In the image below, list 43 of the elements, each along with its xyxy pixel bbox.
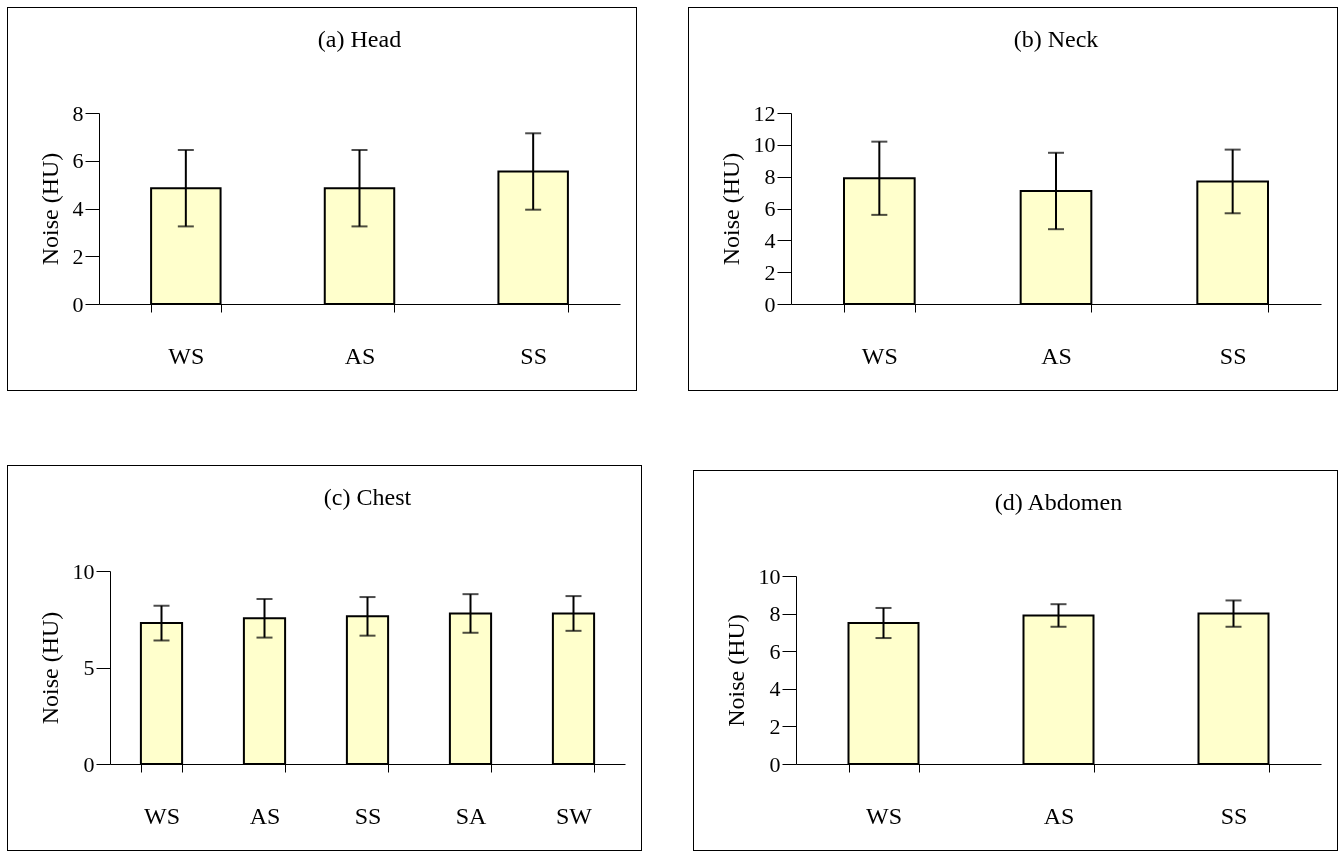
y-axis-title: Noise (HU) — [36, 611, 63, 725]
x-tick-label: SS — [354, 802, 382, 829]
x-tick-label: WS — [861, 342, 898, 369]
x-tick-label: WS — [168, 342, 205, 369]
y-tick-label: 4 — [764, 227, 776, 253]
y-axis-title: Noise (HU) — [722, 614, 749, 727]
y-tick-label: 4 — [769, 676, 781, 702]
y-tick-label: 0 — [72, 291, 84, 317]
x-tick-label: AS — [249, 802, 281, 829]
chart-title: (c) Chest — [323, 484, 412, 510]
y-tick-label: 6 — [769, 638, 781, 664]
y-tick-label: 2 — [72, 243, 84, 269]
x-tick-label: SS — [1220, 802, 1248, 829]
x-tick-label: WS — [144, 802, 180, 829]
y-axis-title: Noise (HU) — [717, 152, 744, 266]
x-tick-label: SA — [455, 802, 487, 829]
y-tick-label: 5 — [83, 655, 95, 680]
y-tick-label: 10 — [758, 563, 781, 589]
y-tick-label: 10 — [72, 558, 95, 584]
y-tick-label: 8 — [72, 100, 84, 126]
chart-title: (b) Neck — [1013, 26, 1099, 52]
y-tick-label: 2 — [769, 713, 781, 739]
y-tick-label: 4 — [72, 196, 84, 221]
y-tick-label: 8 — [769, 601, 781, 627]
y-tick-label: 12 — [753, 100, 776, 126]
y-tick-label: 6 — [764, 196, 776, 221]
x-tick-label: WS — [866, 802, 902, 829]
y-axis-title: Noise (HU) — [36, 152, 63, 266]
y-tick-label: 0 — [764, 291, 776, 317]
y-tick-label: 2 — [764, 259, 776, 285]
x-tick-label: SS — [520, 342, 548, 369]
x-tick-label: SS — [1219, 342, 1247, 369]
y-tick-label: 0 — [83, 751, 95, 777]
x-tick-label: SW — [556, 802, 593, 829]
x-tick-label: AS — [344, 342, 376, 369]
chart-title: (a) Head — [317, 26, 402, 52]
y-tick-label: 6 — [72, 148, 84, 174]
y-tick-label: 8 — [764, 164, 776, 190]
y-tick-label: 0 — [769, 751, 781, 777]
x-tick-label: AS — [1041, 342, 1072, 369]
y-tick-label: 10 — [753, 132, 776, 158]
chart-title: (d) Abdomen — [994, 489, 1123, 515]
x-tick-label: AS — [1043, 802, 1075, 829]
